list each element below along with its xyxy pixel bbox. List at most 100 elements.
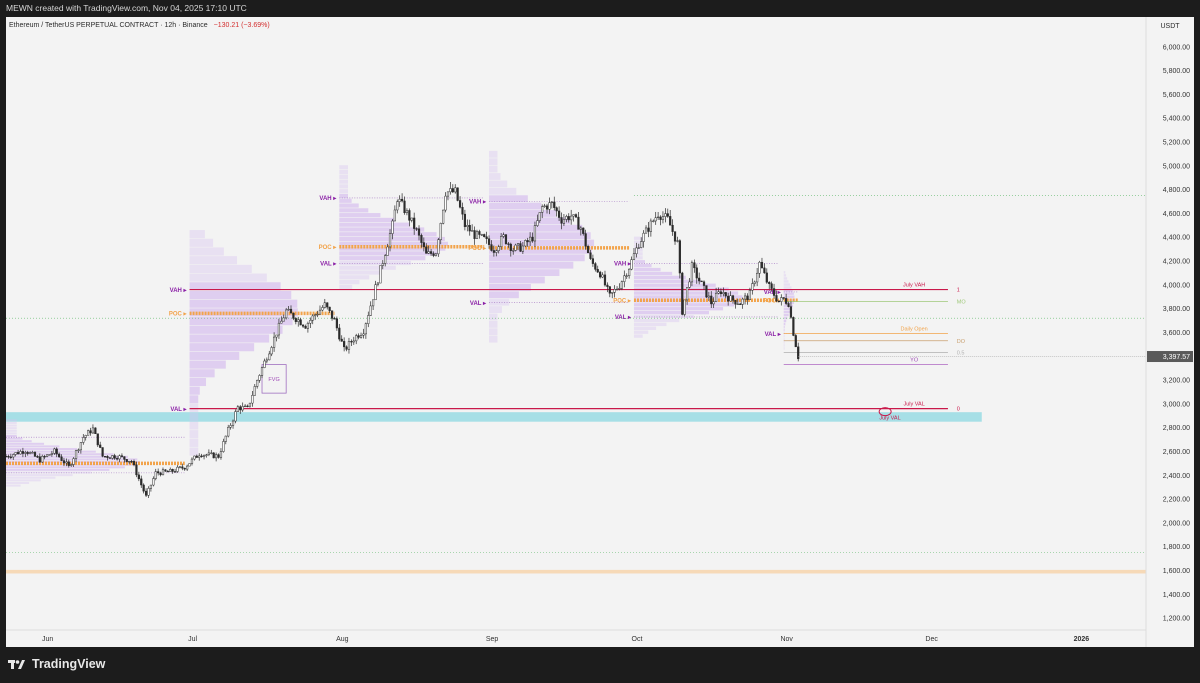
candle-body[interactable] [77, 449, 80, 451]
candle-body[interactable] [340, 338, 343, 342]
candle-body[interactable] [82, 437, 85, 443]
candle-body[interactable] [497, 246, 500, 251]
candle-body[interactable] [524, 240, 527, 247]
candle-body[interactable] [434, 253, 438, 256]
candle-body[interactable] [113, 455, 116, 459]
candle-body[interactable] [712, 301, 715, 305]
candle-body[interactable] [200, 455, 203, 457]
candle-body[interactable] [763, 267, 766, 274]
candle-body[interactable] [615, 288, 619, 291]
candle-body[interactable] [601, 274, 604, 278]
candle-body[interactable] [657, 216, 660, 218]
candle-body[interactable] [659, 216, 662, 220]
candle-body[interactable] [328, 306, 331, 311]
candle-body[interactable] [55, 448, 58, 455]
candle-body[interactable] [36, 456, 39, 458]
candle-body[interactable] [557, 210, 561, 218]
candle-body[interactable] [584, 233, 587, 247]
candle-body[interactable] [217, 454, 220, 458]
candle-body[interactable] [756, 272, 759, 283]
candle-body[interactable] [770, 283, 773, 289]
candle-body[interactable] [473, 230, 476, 239]
candle-body[interactable] [673, 231, 677, 242]
candle-body[interactable] [637, 247, 640, 249]
candle-body[interactable] [490, 244, 493, 251]
candle-body[interactable] [190, 458, 194, 464]
candle-body[interactable] [586, 246, 590, 254]
candlestick-chart[interactable]: VAH ▸ POC ▸ VAL ▸ VAH ▸ POC ▸ VAL ▸ VAH ▸ POC ▸… [0, 17, 1194, 647]
candle-body[interactable] [244, 405, 247, 408]
candle-body[interactable] [541, 206, 544, 213]
candle-body[interactable] [236, 406, 239, 412]
candle-body[interactable] [26, 452, 29, 454]
candle-body[interactable] [287, 308, 290, 311]
candle-body[interactable] [550, 201, 553, 204]
candle-body[interactable] [620, 281, 623, 289]
tradingview-logo[interactable]: TradingView [8, 657, 105, 671]
candle-body[interactable] [582, 227, 585, 234]
candle-body[interactable] [125, 459, 128, 462]
candle-body[interactable] [357, 335, 360, 338]
candle-body[interactable] [514, 244, 517, 251]
candle-body[interactable] [512, 250, 515, 252]
candle-body[interactable] [640, 241, 643, 248]
candle-body[interactable] [65, 461, 68, 464]
candle-body[interactable] [277, 322, 281, 336]
candle-body[interactable] [58, 453, 61, 458]
candle-body[interactable] [654, 217, 657, 222]
candle-body[interactable] [355, 335, 358, 342]
candle-body[interactable] [314, 314, 317, 317]
candle-body[interactable] [676, 240, 679, 242]
candle-body[interactable] [12, 454, 15, 458]
candle-body[interactable] [446, 191, 450, 197]
candle-body[interactable] [533, 225, 537, 242]
candle-body[interactable] [562, 219, 566, 224]
candle-body[interactable] [787, 303, 790, 307]
candle-body[interactable] [188, 463, 191, 467]
price-axis[interactable] [1146, 17, 1194, 647]
candle-body[interactable] [570, 215, 573, 221]
candle-body[interactable] [282, 317, 285, 322]
candle-body[interactable] [555, 207, 558, 212]
candle-body[interactable] [186, 465, 189, 470]
candle-body[interactable] [137, 474, 140, 480]
candle-body[interactable] [690, 262, 694, 283]
candle-body[interactable] [471, 230, 474, 232]
candle-body[interactable] [270, 347, 273, 355]
candle-body[interactable] [253, 386, 256, 396]
candle-body[interactable] [294, 318, 297, 322]
candle-body[interactable] [260, 367, 264, 376]
candle-body[interactable] [272, 336, 276, 348]
candle-body[interactable] [116, 458, 119, 460]
candle-body[interactable] [338, 327, 341, 340]
candle-body[interactable] [698, 277, 701, 282]
candle-body[interactable] [132, 461, 136, 466]
candle-body[interactable] [608, 286, 611, 294]
candle-body[interactable] [526, 240, 529, 243]
candle-body[interactable] [195, 455, 198, 458]
candle-body[interactable] [461, 207, 464, 215]
candle-body[interactable] [251, 395, 254, 404]
candle-body[interactable] [367, 315, 370, 324]
candle-body[interactable] [613, 288, 616, 293]
candle-body[interactable] [625, 275, 628, 277]
candle-body[interactable] [330, 310, 334, 319]
candle-body[interactable] [234, 411, 237, 422]
candle-body[interactable] [591, 258, 595, 264]
candle-body[interactable] [84, 435, 87, 438]
candle-body[interactable] [304, 326, 307, 329]
candle-body[interactable] [785, 298, 788, 304]
candle-body[interactable] [531, 236, 534, 242]
candle-body[interactable] [707, 295, 710, 298]
candle-body[interactable] [425, 246, 428, 254]
candle-body[interactable] [393, 209, 396, 222]
candle-body[interactable] [458, 200, 462, 208]
candle-body[interactable] [415, 228, 418, 230]
candle-body[interactable] [106, 456, 109, 458]
candle-body[interactable] [14, 452, 17, 455]
candle-body[interactable] [384, 255, 387, 264]
candle-body[interactable] [43, 456, 46, 458]
candle-body[interactable] [681, 272, 684, 315]
candle-body[interactable] [427, 251, 430, 254]
candle-body[interactable] [306, 323, 310, 329]
